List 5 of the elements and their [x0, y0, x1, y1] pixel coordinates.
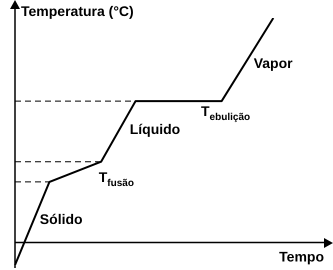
x-axis-title: Tempo [279, 248, 324, 264]
annotation: Líquido [130, 120, 180, 137]
annotation: Sólido [40, 210, 83, 227]
y-axis-title: Temperatura (°C) [21, 2, 134, 19]
annotation: Vapor [254, 54, 294, 71]
